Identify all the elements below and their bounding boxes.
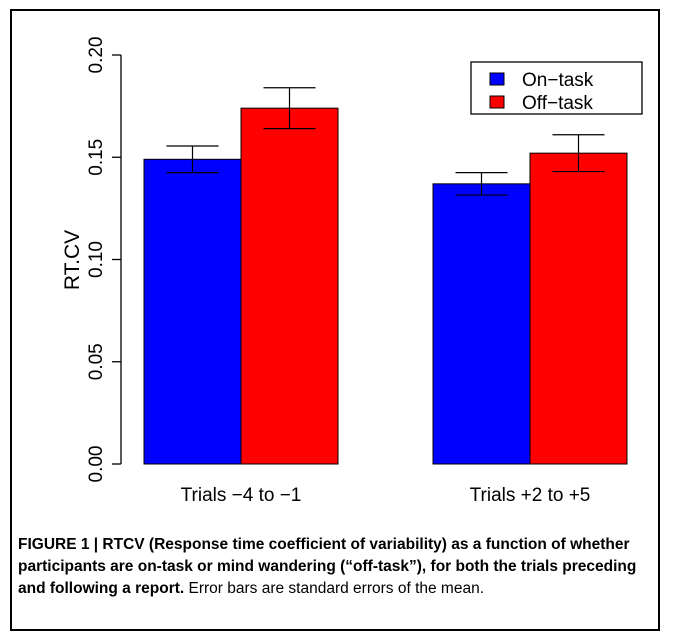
figure-caption: FIGURE 1 | RTCV (Response time coefficie…: [18, 534, 653, 600]
bar-off-task-1: [529, 152, 628, 465]
bars-group: [143, 107, 628, 465]
error-bar: [166, 145, 219, 174]
y-tick-label: 0.15: [86, 139, 107, 176]
y-tick-label: 0.00: [86, 446, 107, 483]
bar-chart: 0.00 0.05 0.10 0.15 0.20 RT.CV Trials −4 to …: [61, 37, 643, 506]
y-tick-label: 0.20: [86, 37, 107, 74]
legend: On−task Off−task: [470, 61, 643, 115]
bar-off-task-0: [240, 107, 339, 465]
caption-bold-text: FIGURE 1 | RTCV (Response time coefficie…: [18, 536, 637, 597]
error-bars-group: [166, 87, 605, 196]
legend-label-off-task: Off−task: [522, 93, 593, 114]
legend-label-on-task: On−task: [522, 70, 594, 91]
bar-on-task-0: [143, 158, 242, 465]
y-axis: 0.00 0.05 0.10 0.15 0.20: [86, 37, 122, 483]
legend-swatch-on-task: [489, 72, 505, 86]
error-bar: [552, 134, 605, 173]
x-tick-label: Trials −4 to −1: [181, 485, 302, 506]
x-tick-label: Trials +2 to +5: [470, 485, 591, 506]
legend-swatch-off-task: [489, 95, 505, 109]
error-bar: [263, 87, 316, 130]
x-tick-labels: Trials −4 to −1 Trials +2 to +5: [181, 485, 591, 506]
y-axis-label: RT.CV: [61, 230, 84, 290]
bar-on-task-1: [432, 183, 531, 465]
error-bar: [455, 171, 508, 196]
caption-normal-text: Error bars are standard errors of the me…: [184, 580, 485, 597]
y-tick-label: 0.05: [86, 343, 107, 380]
y-tick-label: 0.10: [86, 241, 107, 278]
